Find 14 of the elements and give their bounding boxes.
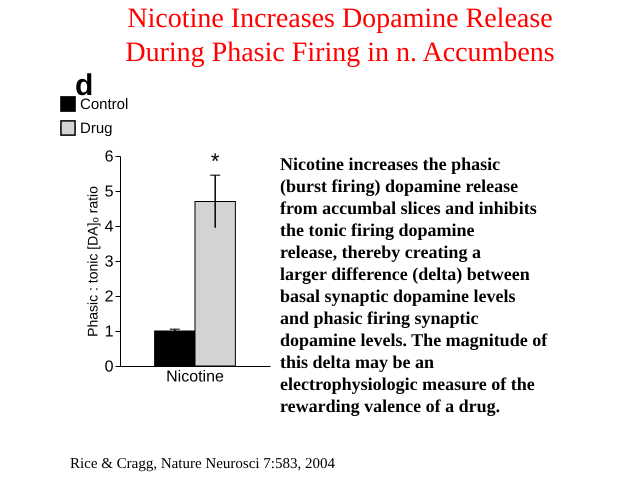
x-tick-label: Nicotine xyxy=(166,368,224,386)
y-tick-label: 6 xyxy=(104,148,114,166)
y-axis-title: Phasic : tonic [DA]ₒ ratio xyxy=(84,186,101,337)
y-tick-label: 3 xyxy=(104,254,114,270)
text: Rice & Cragg, Nature Neurosci 7:583, 2004 xyxy=(70,456,336,472)
y-tick-label: 4 xyxy=(104,218,114,236)
text: Nicotine increases the phasic (burst firing) dopamine release from accumbal slices and inhibits the tonic firing dopamine release, thereby creating a larger difference (delta) between basal synaptic dopamine levels and phasic firing synaptic dopamine levels. The magnitude of this delta may be an electrophysiologic measure of the rewarding valence of a drug. xyxy=(280,154,548,416)
text: Nicotine Increases Dopamine Release During Phasic Firing in n. Accumbens xyxy=(125,3,555,68)
y-tick-label: 1 xyxy=(104,324,114,340)
annotation: * xyxy=(210,148,220,174)
y-tick-label: 0 xyxy=(104,358,114,376)
y-tick-label: 5 xyxy=(104,184,114,200)
y-tick-label: 2 xyxy=(104,288,114,306)
legend-label: Drug xyxy=(80,120,113,137)
